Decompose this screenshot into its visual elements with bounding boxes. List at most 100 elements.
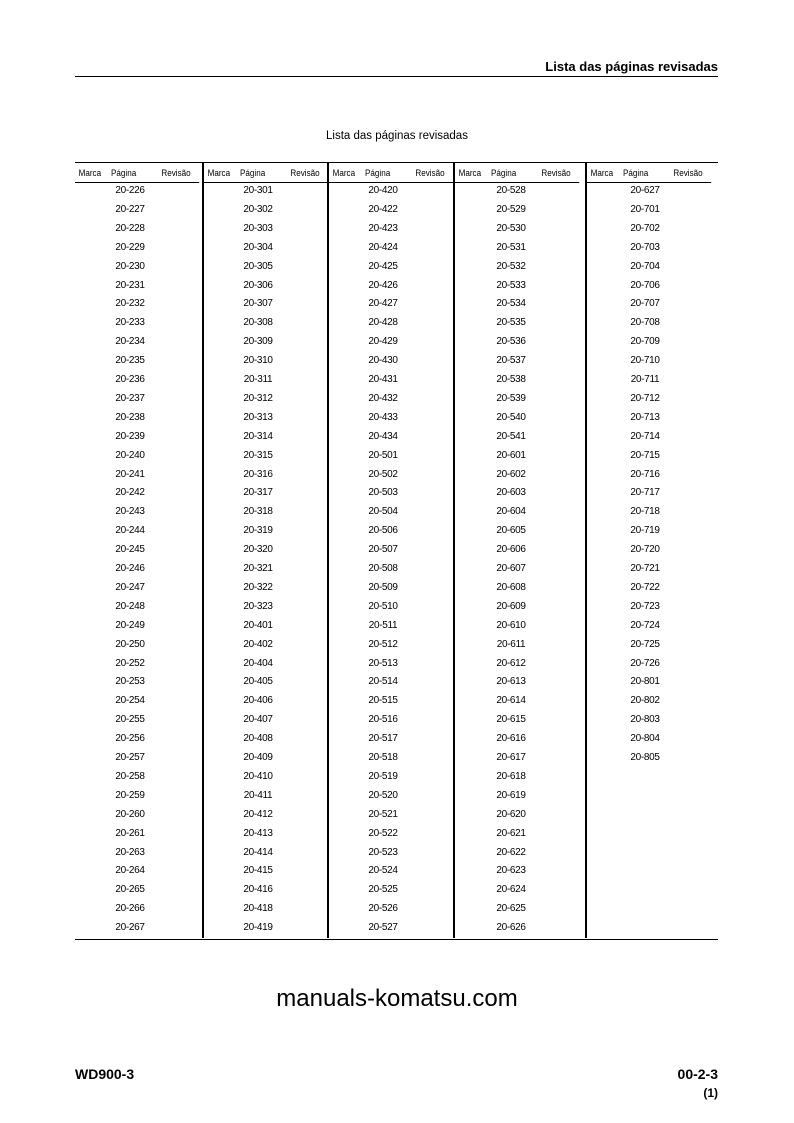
column-header-page: Página bbox=[491, 168, 517, 178]
page-cell: 20-601 bbox=[496, 449, 526, 461]
page-cell: 20-504 bbox=[368, 506, 398, 518]
page-cell: 20-620 bbox=[496, 808, 526, 820]
page-cell: 20-606 bbox=[496, 544, 526, 556]
page-cell: 20-603 bbox=[496, 487, 526, 499]
page-cell: 20-531 bbox=[496, 241, 526, 253]
page-cell: 20-702 bbox=[630, 222, 660, 234]
page-cell: 20-703 bbox=[630, 241, 660, 253]
page-cell: 20-426 bbox=[368, 279, 398, 291]
page-cell: 20-311 bbox=[243, 374, 273, 385]
column-header-revision: Revisão bbox=[290, 168, 320, 178]
page-cell: 20-248 bbox=[115, 600, 145, 612]
page-cell: 20-237 bbox=[115, 392, 145, 404]
header-rule bbox=[75, 76, 718, 77]
page-cell: 20-428 bbox=[368, 317, 398, 329]
page-cell: 20-711 bbox=[630, 374, 660, 385]
table-title: Lista das páginas revisadas bbox=[326, 130, 468, 142]
page-cell: 20-715 bbox=[630, 449, 660, 461]
page-cell: 20-432 bbox=[368, 392, 398, 404]
page-cell: 20-515 bbox=[368, 695, 398, 707]
page-cell: 20-249 bbox=[115, 619, 145, 631]
page-cell: 20-719 bbox=[630, 525, 660, 537]
page-cell: 20-509 bbox=[368, 581, 398, 593]
page-cell: 20-627 bbox=[630, 185, 660, 196]
column-header-mark: Marca bbox=[332, 168, 356, 178]
page-cell: 20-307 bbox=[243, 298, 273, 310]
page-cell: 20-233 bbox=[115, 317, 145, 329]
page-cell: 20-526 bbox=[368, 903, 398, 915]
page-cell: 20-323 bbox=[243, 600, 273, 612]
page-cell: 20-301 bbox=[243, 185, 273, 196]
page-cell: 20-710 bbox=[630, 355, 660, 367]
page-cell: 20-419 bbox=[243, 922, 273, 934]
column-header: Marca Página Revisão bbox=[75, 166, 200, 183]
page-cell: 20-619 bbox=[496, 789, 526, 801]
page-cell: 20-308 bbox=[243, 317, 273, 329]
column-header: Marca Página Revisão bbox=[329, 166, 454, 183]
page-cell: 20-523 bbox=[368, 846, 398, 858]
page-cell: 20-512 bbox=[368, 638, 398, 650]
page-cell: 20-519 bbox=[368, 770, 398, 782]
page-cell: 20-533 bbox=[496, 279, 526, 291]
page-cell: 20-304 bbox=[243, 241, 273, 253]
page-cell: 20-314 bbox=[243, 430, 273, 442]
page-cell: 20-532 bbox=[496, 260, 526, 272]
page-cell: 20-413 bbox=[243, 827, 273, 839]
page-cell: 20-622 bbox=[496, 846, 526, 858]
column-header-revision: Revisão bbox=[673, 168, 703, 178]
page-cell: 20-541 bbox=[496, 430, 526, 442]
page-cell: 20-511 bbox=[368, 619, 398, 631]
page-column: Marca Página Revisão 20-627 20-701 20-702 20-7… bbox=[585, 163, 720, 938]
page-column: Marca Página Revisão 20-420 20-422 20-423 20-4… bbox=[327, 163, 455, 938]
page-cell: 20-425 bbox=[368, 260, 398, 272]
page-cell: 20-714 bbox=[630, 430, 660, 442]
page-cell: 20-701 bbox=[630, 203, 660, 215]
page-cell: 20-540 bbox=[496, 411, 526, 423]
page-cell: 20-518 bbox=[368, 752, 398, 763]
page-cell: 20-529 bbox=[496, 203, 526, 215]
page-cell: 20-615 bbox=[496, 714, 526, 726]
page-cell: 20-231 bbox=[115, 279, 145, 291]
page-cell: 20-713 bbox=[630, 411, 660, 423]
page-cell: 20-507 bbox=[368, 544, 398, 556]
page-cell: 20-410 bbox=[243, 770, 273, 782]
page-cell: 20-535 bbox=[496, 317, 526, 329]
page-cell: 20-614 bbox=[496, 695, 526, 707]
page-cell: 20-266 bbox=[115, 903, 145, 915]
column-header-mark: Marca bbox=[78, 168, 102, 178]
watermark: manuals-komatsu.com bbox=[276, 985, 518, 1012]
page-cell: 20-805 bbox=[630, 752, 660, 763]
page-cell: 20-265 bbox=[115, 884, 145, 896]
page-cell: 20-434 bbox=[368, 430, 398, 442]
page-cell: 20-431 bbox=[368, 374, 398, 385]
page-cell: 20-508 bbox=[368, 563, 398, 574]
page-cell: 20-321 bbox=[243, 563, 273, 574]
column-header-mark: Marca bbox=[458, 168, 482, 178]
page-cell: 20-239 bbox=[115, 430, 145, 442]
page-cell: 20-257 bbox=[115, 752, 145, 763]
footer-model: WD900-3 bbox=[75, 1066, 135, 1082]
page-cell: 20-418 bbox=[243, 903, 273, 915]
page-cell: 20-611 bbox=[496, 638, 526, 650]
page-cell: 20-722 bbox=[630, 581, 660, 593]
page-cell: 20-246 bbox=[115, 563, 145, 574]
page-cell: 20-621 bbox=[496, 827, 526, 839]
page-cell: 20-610 bbox=[496, 619, 526, 631]
page-cell: 20-514 bbox=[368, 676, 398, 688]
page-cell: 20-706 bbox=[630, 279, 660, 291]
page-cell: 20-427 bbox=[368, 298, 398, 310]
page-cell: 20-315 bbox=[243, 449, 273, 461]
page-cell: 20-253 bbox=[115, 676, 145, 688]
page-cell: 20-501 bbox=[368, 449, 398, 461]
page-cell: 20-712 bbox=[630, 392, 660, 404]
page-cell: 20-252 bbox=[115, 657, 145, 669]
page-cell: 20-236 bbox=[115, 374, 145, 385]
page-cell: 20-424 bbox=[368, 241, 398, 253]
page-cell: 20-243 bbox=[115, 506, 145, 518]
page-cell: 20-625 bbox=[496, 903, 526, 915]
page-cell: 20-258 bbox=[115, 770, 145, 782]
page-cell: 20-430 bbox=[368, 355, 398, 367]
page-cell: 20-230 bbox=[115, 260, 145, 272]
page-column: Marca Página Revisão 20-528 20-529 20-530 20-5… bbox=[453, 163, 587, 938]
page-cell: 20-524 bbox=[368, 865, 398, 877]
